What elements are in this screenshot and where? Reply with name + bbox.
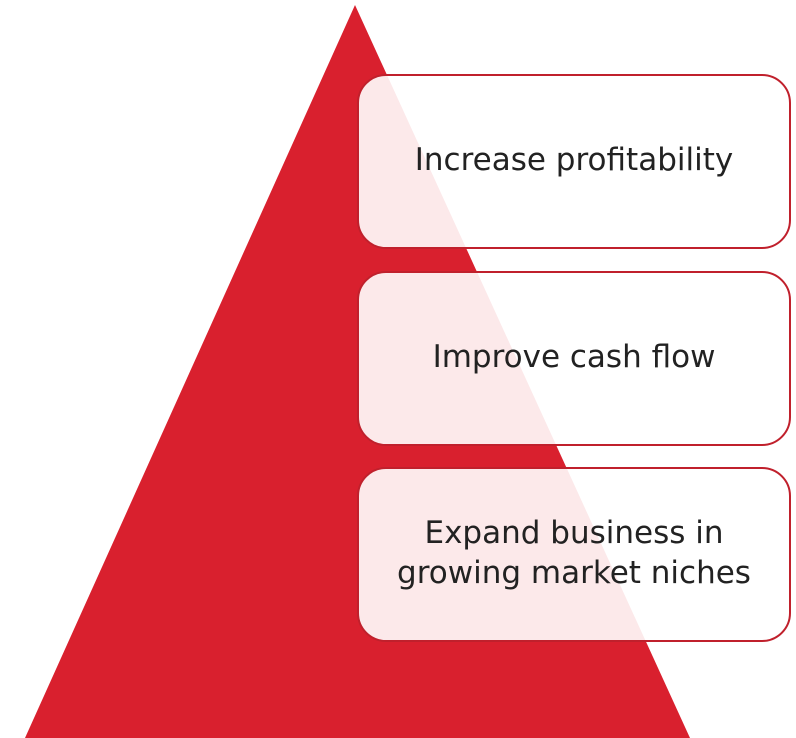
- step-box: [357, 467, 791, 642]
- step-box: [357, 271, 791, 446]
- step-label: Expand business in: [424, 515, 723, 551]
- boxes: Increase profitability Improve cash flow E…: [357, 74, 791, 642]
- step-label: growing market niches: [397, 555, 751, 591]
- step-label: Improve cash flow: [433, 339, 716, 375]
- step-label: Increase profitability: [415, 142, 733, 178]
- step-box: [357, 74, 791, 249]
